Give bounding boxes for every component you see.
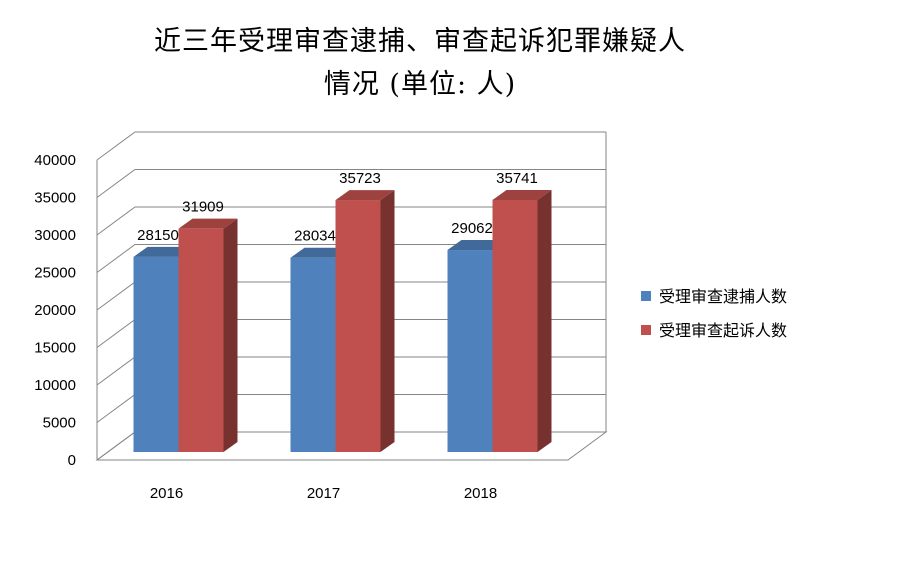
chart-title: 近三年受理审查逮捕、审查起诉犯罪嫌疑人 — [154, 26, 686, 57]
x-tick-label: 2018 — [464, 485, 497, 502]
data-label: 28034 — [294, 228, 336, 245]
bar — [133, 256, 179, 452]
y-tick-label: 30000 — [34, 227, 76, 244]
data-label: 28150 — [137, 227, 179, 244]
bar-side — [223, 218, 238, 452]
gridline — [96, 131, 606, 161]
bar-side — [380, 190, 395, 452]
y-tick-label: 25000 — [34, 265, 76, 282]
legend-label: 受理审查逮捕人数 — [659, 287, 787, 306]
y-tick-label: 20000 — [34, 302, 76, 319]
bar — [290, 257, 336, 452]
y-tick-label: 35000 — [34, 190, 76, 207]
x-tick-label: 2017 — [307, 485, 340, 502]
data-label: 35723 — [339, 170, 381, 187]
bar-side — [537, 189, 552, 452]
y-tick-label: 5000 — [43, 415, 76, 432]
y-tick-label: 40000 — [34, 152, 76, 169]
bar-top — [133, 246, 193, 257]
y-tick-label: 15000 — [34, 340, 76, 357]
y-tick-label: 0 — [68, 452, 76, 469]
bar — [492, 199, 538, 452]
bar — [178, 228, 224, 452]
gridline — [96, 244, 606, 273]
x-axis-ticks: 2016 2017 2018 — [150, 485, 497, 502]
data-label: 31909 — [182, 199, 224, 216]
gridline — [96, 206, 606, 236]
data-label: 29062 — [451, 220, 493, 237]
chart-subtitle: 情况 (单位: 人) — [324, 69, 516, 100]
y-tick-label: 10000 — [34, 377, 76, 394]
data-label: 35741 — [496, 170, 538, 187]
x-tick-label: 2016 — [150, 485, 183, 502]
bar — [447, 250, 493, 452]
bar-top — [447, 240, 507, 251]
bar-top — [492, 189, 552, 200]
bar-top — [178, 218, 238, 229]
legend-swatch — [641, 325, 651, 335]
gridline — [96, 169, 606, 198]
bar-top — [290, 247, 350, 258]
legend-label: 受理审查起诉人数 — [659, 321, 787, 340]
bar-top — [335, 190, 395, 201]
y-axis-ticks: 0 5000 10000 15000 20000 25000 30000 35000 40000 — [34, 152, 76, 469]
bar — [335, 200, 381, 452]
legend-swatch — [641, 291, 651, 301]
bars — [133, 189, 552, 452]
